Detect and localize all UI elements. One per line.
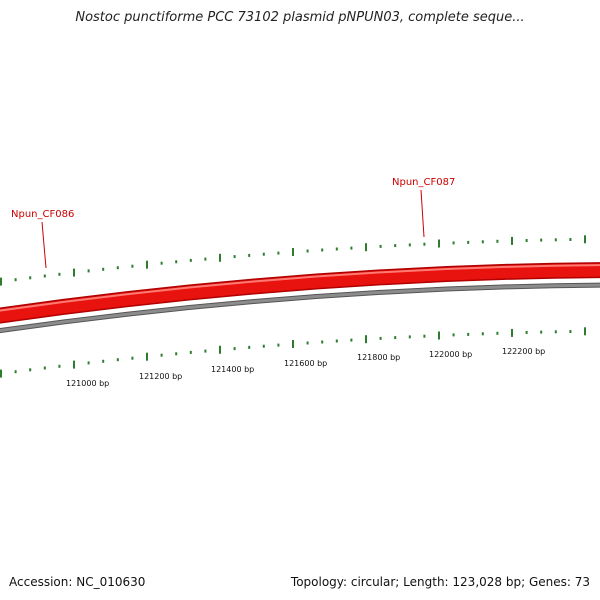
accession-text: Accession: NC_010630 <box>9 575 146 589</box>
scale-label: 121000 bp <box>66 379 109 388</box>
gene-leader-line <box>41 221 47 269</box>
map-title: Nostoc punctiforme PCC 73102 plasmid pNP… <box>75 10 525 25</box>
topology-summary: Topology: circular; Length: 123,028 bp; … <box>290 575 590 589</box>
scale-label: 121400 bp <box>211 365 254 374</box>
plasmid-backbone-highlight <box>0 264 600 312</box>
inner-ring <box>0 283 600 333</box>
scale-label: 121200 bp <box>139 372 182 381</box>
gene-label-npun-cf087[interactable]: Npun_CF087 <box>392 177 455 188</box>
outer-tick-row <box>0 235 586 286</box>
scale-label: 122200 bp <box>502 347 545 356</box>
gene-leader-line <box>420 189 425 238</box>
scale-label: 121600 bp <box>284 359 327 368</box>
gene-label-npun-cf086[interactable]: Npun_CF086 <box>11 209 74 220</box>
scale-label: 122000 bp <box>429 350 472 359</box>
inner-tick-row <box>0 327 586 378</box>
scale-label: 121800 bp <box>357 353 400 362</box>
plasmid-backbone <box>0 263 600 323</box>
